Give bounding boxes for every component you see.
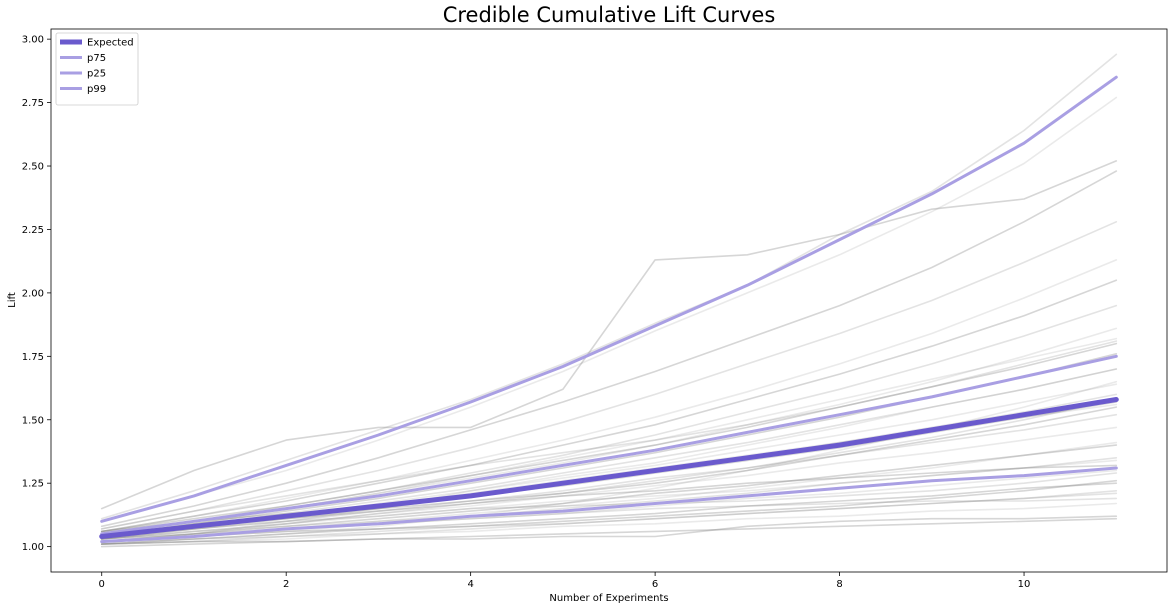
sample-curve — [100, 502, 1118, 545]
x-tick-label: 8 — [836, 579, 842, 590]
x-tick-label: 4 — [467, 579, 473, 590]
sample-curve — [100, 482, 1118, 545]
y-tick-label: 2.25 — [22, 225, 44, 236]
sample-curve — [100, 304, 1118, 535]
sample-curve — [100, 444, 1118, 543]
y-axis: 1.00 1.25 1.50 1.75 2.00 2.25 2.50 2.75 3.00 — [22, 35, 51, 553]
sample-curve — [100, 469, 1118, 543]
series-line-p75 — [100, 354, 1118, 536]
legend-label: p99 — [87, 84, 106, 95]
legend-label: p75 — [87, 53, 106, 64]
y-tick-label: 1.50 — [22, 415, 44, 426]
axes-frame — [50, 28, 1168, 573]
sample-curve — [100, 221, 1118, 530]
chart-title: Credible Cumulative Lift Curves — [443, 3, 776, 27]
plot-area — [99, 53, 1119, 548]
sample-curve — [100, 368, 1118, 540]
legend-label: Expected — [87, 38, 134, 49]
y-axis-label: Lift — [7, 292, 18, 308]
sample-curve — [100, 490, 1118, 545]
series-line-p99 — [100, 75, 1118, 523]
series-line-expected — [99, 397, 1119, 539]
legend: Expected p75 p25 p99 — [55, 32, 139, 106]
sample-curve — [100, 96, 1118, 523]
y-tick-label: 1.00 — [22, 542, 44, 553]
sample-curve — [100, 515, 1118, 545]
sample-curve — [100, 398, 1118, 543]
sample-curve — [100, 340, 1118, 530]
sample-curve — [100, 160, 1118, 510]
sample-curve — [100, 413, 1118, 540]
sample-curve — [100, 170, 1118, 528]
y-tick-label: 3.00 — [22, 35, 44, 46]
x-axis: 0 2 4 6 8 10 — [99, 572, 1031, 590]
series-line-p25 — [100, 466, 1118, 544]
sample-curve — [100, 479, 1118, 543]
y-tick-label: 1.75 — [22, 352, 44, 363]
x-tick-label: 10 — [1018, 579, 1031, 590]
sample-curve — [100, 406, 1118, 533]
sample-curve — [100, 342, 1118, 533]
y-tick-label: 2.50 — [22, 162, 44, 173]
sample-curve — [100, 517, 1118, 548]
summary-series — [99, 75, 1119, 544]
x-tick-label: 6 — [652, 579, 658, 590]
sample-curve — [100, 472, 1118, 538]
legend-label: p25 — [87, 69, 106, 80]
sample-curve — [100, 279, 1118, 533]
sample-curve — [100, 259, 1118, 533]
y-tick-label: 2.00 — [22, 288, 44, 299]
sample-curve — [100, 492, 1118, 545]
sample-curve — [100, 426, 1118, 540]
y-tick-label: 2.75 — [22, 98, 44, 109]
x-tick-label: 2 — [283, 579, 289, 590]
sample-curve — [100, 53, 1118, 520]
sample-curve — [100, 441, 1118, 540]
x-tick-label: 0 — [99, 579, 105, 590]
y-tick-label: 1.25 — [22, 479, 44, 490]
x-axis-label: Number of Experiments — [549, 593, 668, 604]
sample-curve — [100, 459, 1118, 540]
